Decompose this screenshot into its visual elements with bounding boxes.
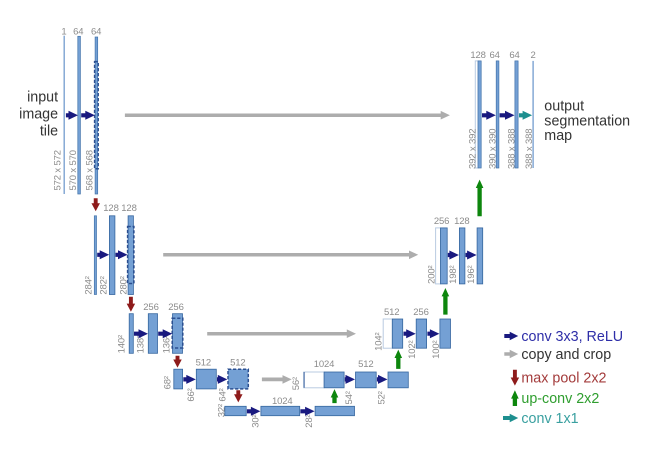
svg-text:64: 64: [490, 50, 500, 61]
svg-text:conv 1x1: conv 1x1: [521, 411, 578, 427]
svg-text:64²: 64²: [218, 388, 229, 401]
svg-text:100²: 100²: [431, 340, 442, 358]
svg-text:128: 128: [103, 203, 118, 214]
svg-text:56²: 56²: [291, 377, 302, 390]
svg-text:64: 64: [509, 50, 519, 61]
svg-text:32²: 32²: [216, 404, 227, 417]
svg-text:392 x 392: 392 x 392: [467, 129, 478, 169]
svg-text:conv 3x3, ReLU: conv 3x3, ReLU: [521, 329, 623, 345]
svg-text:280²: 280²: [118, 276, 129, 294]
svg-text:52²: 52²: [376, 391, 387, 404]
svg-text:54²: 54²: [344, 391, 355, 404]
svg-text:max pool 2x2: max pool 2x2: [521, 371, 606, 387]
svg-text:input: input: [27, 90, 58, 106]
svg-text:tile: tile: [40, 123, 58, 139]
svg-text:image: image: [19, 106, 58, 122]
svg-text:390 x 390: 390 x 390: [488, 129, 499, 169]
svg-text:64: 64: [73, 26, 83, 37]
svg-text:30²: 30²: [250, 415, 261, 428]
svg-text:512: 512: [384, 307, 399, 318]
svg-text:200²: 200²: [426, 265, 437, 283]
svg-text:256: 256: [143, 302, 158, 313]
svg-text:output: output: [544, 99, 584, 115]
svg-text:66²: 66²: [186, 388, 197, 401]
svg-text:copy and crop: copy and crop: [521, 347, 611, 363]
svg-text:256: 256: [434, 216, 449, 227]
svg-text:512: 512: [230, 358, 245, 369]
svg-text:2: 2: [531, 50, 536, 61]
svg-text:512: 512: [358, 359, 373, 370]
svg-text:1024: 1024: [272, 396, 293, 407]
svg-text:1: 1: [61, 26, 66, 37]
svg-text:512: 512: [196, 358, 211, 369]
svg-text:570 x 570: 570 x 570: [68, 150, 79, 190]
svg-text:segmentation: segmentation: [544, 113, 630, 129]
svg-text:1024: 1024: [314, 359, 335, 370]
svg-text:572 x 572: 572 x 572: [53, 150, 64, 190]
svg-text:up-conv 2x2: up-conv 2x2: [521, 391, 599, 407]
svg-text:68²: 68²: [162, 376, 173, 389]
svg-text:196²: 196²: [466, 265, 477, 283]
svg-text:28²: 28²: [304, 415, 315, 428]
svg-text:64: 64: [91, 26, 101, 37]
svg-text:282²: 282²: [98, 276, 109, 294]
svg-text:568 x 568: 568 x 568: [85, 150, 96, 190]
svg-text:104²: 104²: [373, 332, 384, 350]
svg-text:128: 128: [470, 50, 485, 61]
svg-text:136²: 136²: [162, 335, 173, 353]
svg-text:256: 256: [168, 302, 183, 313]
svg-text:198²: 198²: [448, 265, 459, 283]
svg-text:138²: 138²: [135, 335, 146, 353]
svg-text:284²: 284²: [83, 276, 94, 294]
svg-text:140²: 140²: [117, 335, 128, 353]
svg-text:388 x 388: 388 x 388: [506, 129, 517, 169]
svg-text:128: 128: [454, 216, 469, 227]
svg-text:256: 256: [413, 307, 428, 318]
svg-text:128: 128: [121, 203, 136, 214]
svg-text:map: map: [544, 128, 572, 144]
svg-text:102²: 102²: [407, 340, 418, 358]
svg-text:388 x 388: 388 x 388: [524, 129, 535, 169]
